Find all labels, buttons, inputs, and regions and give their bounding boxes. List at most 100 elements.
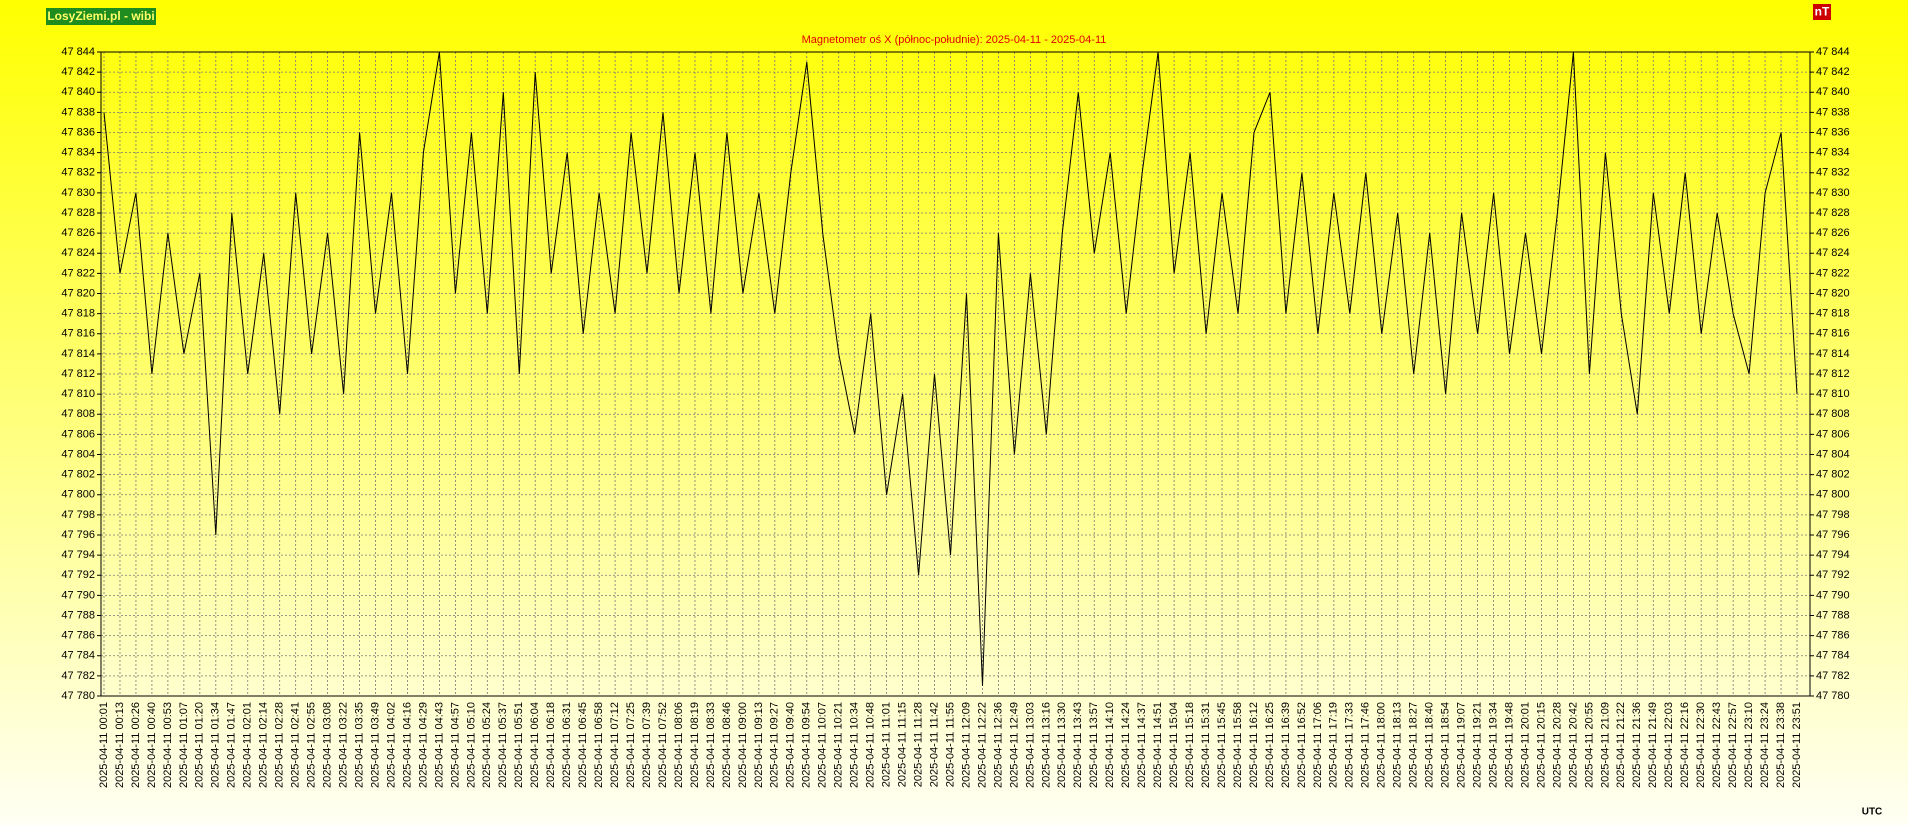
x-tick-label: 2025-04-11 19:07 xyxy=(1456,702,1468,788)
x-tick-label: 2025-04-11 08:06 xyxy=(673,702,685,788)
x-tick-label: 2025-04-11 10:34 xyxy=(849,702,861,788)
x-tick-label: 2025-04-11 17:46 xyxy=(1360,702,1372,788)
x-tick-label: 2025-04-11 11:42 xyxy=(928,702,940,787)
y2-tick-label: 47 840 xyxy=(1816,86,1850,98)
x-tick-label: 2025-04-11 14:37 xyxy=(1136,702,1148,788)
y-tick-label: 47 822 xyxy=(61,267,95,279)
x-tick-label: 2025-04-11 08:19 xyxy=(689,702,701,788)
x-tick-label: 2025-04-11 03:22 xyxy=(337,702,349,788)
y-tick-label: 47 804 xyxy=(61,448,95,460)
x-tick-label: 2025-04-11 10:07 xyxy=(817,702,829,788)
y-tick-label: 47 802 xyxy=(61,469,95,481)
x-tick-label: 2025-04-11 22:03 xyxy=(1663,702,1675,788)
x-tick-label: 2025-04-11 06:31 xyxy=(561,702,573,788)
x-tick-label: 2025-04-11 12:49 xyxy=(1008,702,1020,788)
x-tick-label: 2025-04-11 01:20 xyxy=(194,702,206,788)
y-tick-label: 47 834 xyxy=(61,147,95,159)
x-tick-label: 2025-04-11 10:48 xyxy=(865,702,877,788)
x-tick-label: 2025-04-11 15:18 xyxy=(1184,702,1196,788)
x-tick-label: 2025-04-11 20:28 xyxy=(1551,702,1563,788)
y-tick-label: 47 784 xyxy=(61,650,95,662)
x-tick-label: 2025-04-11 11:01 xyxy=(881,702,893,787)
y-tick-label: 47 782 xyxy=(61,670,95,682)
x-tick-label: 2025-04-11 13:57 xyxy=(1088,702,1100,788)
y2-tick-label: 47 784 xyxy=(1816,650,1850,662)
x-tick-label: 2025-04-11 03:49 xyxy=(369,702,381,788)
y2-tick-label: 47 812 xyxy=(1816,368,1850,380)
x-tick-label: 2025-04-11 05:10 xyxy=(465,702,477,788)
y-tick-label: 47 788 xyxy=(61,609,95,621)
x-tick-label: 2025-04-11 05:24 xyxy=(481,702,493,788)
y2-tick-label: 47 832 xyxy=(1816,167,1850,179)
x-tick-label: 2025-04-11 14:51 xyxy=(1152,702,1164,788)
x-tick-label: 2025-04-11 21:36 xyxy=(1631,702,1643,788)
chart-title: Magnetometr oś X (północ-południe): 2025… xyxy=(802,34,1107,46)
x-tick-label: 2025-04-11 04:29 xyxy=(417,702,429,788)
y-tick-label: 47 786 xyxy=(61,630,95,642)
y-tick-label: 47 792 xyxy=(61,569,95,581)
x-tick-label: 2025-04-11 06:18 xyxy=(545,702,557,788)
y2-tick-label: 47 802 xyxy=(1816,469,1850,481)
x-tick-label: 2025-04-11 00:40 xyxy=(146,702,158,788)
y2-tick-label: 47 820 xyxy=(1816,287,1850,299)
x-tick-label: 2025-04-11 18:27 xyxy=(1408,702,1420,788)
x-tick-label: 2025-04-11 02:55 xyxy=(306,702,318,788)
y-tick-label: 47 840 xyxy=(61,86,95,98)
y-tick-label: 47 824 xyxy=(61,247,95,259)
y2-tick-label: 47 826 xyxy=(1816,227,1850,239)
x-tick-label: 2025-04-11 22:30 xyxy=(1695,702,1707,788)
y2-tick-label: 47 786 xyxy=(1816,630,1850,642)
y2-tick-label: 47 790 xyxy=(1816,589,1850,601)
x-tick-label: 2025-04-11 20:42 xyxy=(1567,702,1579,788)
x-tick-label: 2025-04-11 17:19 xyxy=(1328,702,1340,788)
y-tick-label: 47 780 xyxy=(61,690,95,702)
brand: LosyZiemi.pl - wibi xyxy=(47,9,154,23)
x-tick-label: 2025-04-11 18:54 xyxy=(1440,702,1452,788)
x-tick-label: 2025-04-11 18:00 xyxy=(1376,702,1388,788)
x-tick-label: 2025-04-11 00:01 xyxy=(98,702,110,788)
x-tick-label: 2025-04-11 16:52 xyxy=(1296,702,1308,788)
y-tick-label: 47 794 xyxy=(61,549,95,561)
x-tick-label: 2025-04-11 07:12 xyxy=(609,702,621,788)
x-tick-label: 2025-04-11 11:15 xyxy=(897,702,909,787)
y2-tick-label: 47 844 xyxy=(1816,46,1850,58)
x-tick-label: 2025-04-11 13:30 xyxy=(1056,702,1068,788)
x-tick-label: 2025-04-11 14:24 xyxy=(1120,702,1132,788)
y2-tick-label: 47 800 xyxy=(1816,489,1850,501)
plot-border xyxy=(100,51,1811,697)
x-tick-label: 2025-04-11 16:39 xyxy=(1280,702,1292,788)
y-tick-label: 47 814 xyxy=(61,348,95,360)
x-tick-label: 2025-04-11 02:01 xyxy=(242,702,254,788)
unit-badge xyxy=(1813,4,1831,20)
x-tick-label: 2025-04-11 21:22 xyxy=(1615,702,1627,788)
x-tick-label: 2025-04-11 03:35 xyxy=(353,702,365,788)
y-tick-label: 47 806 xyxy=(61,428,95,440)
x-tick-label: 2025-04-11 22:16 xyxy=(1679,702,1691,788)
x-tick-label: 2025-04-11 13:43 xyxy=(1072,702,1084,788)
x-tick-label: 2025-04-11 06:04 xyxy=(529,702,541,788)
x-tick-label: 2025-04-11 09:00 xyxy=(737,702,749,788)
x-tick-label: 2025-04-11 18:13 xyxy=(1392,702,1404,788)
x-tick-label: 2025-04-11 15:04 xyxy=(1168,702,1180,788)
y2-tick-label: 47 830 xyxy=(1816,187,1850,199)
y2-tick-label: 47 798 xyxy=(1816,509,1850,521)
x-tick-label: 2025-04-11 08:46 xyxy=(721,702,733,788)
y2-tick-label: 47 828 xyxy=(1816,207,1850,219)
x-tick-label: 2025-04-11 22:43 xyxy=(1711,702,1723,788)
x-tick-label: 2025-04-11 01:07 xyxy=(178,702,190,788)
y2-tick-label: 47 808 xyxy=(1816,408,1850,420)
x-tick-label: 2025-04-11 17:06 xyxy=(1312,702,1324,788)
y2-tick-label: 47 842 xyxy=(1816,66,1850,78)
x-tick-label: 2025-04-11 04:02 xyxy=(385,702,397,788)
x-tick-label: 2025-04-11 18:40 xyxy=(1424,702,1436,788)
x-tick-label: 2025-04-11 10:21 xyxy=(833,702,845,788)
y2-tick-label: 47 804 xyxy=(1816,448,1850,460)
x-tick-label: 2025-04-11 02:14 xyxy=(258,702,270,788)
x-tick-label: 2025-04-11 00:26 xyxy=(130,702,142,788)
x-tick-label: 2025-04-11 12:36 xyxy=(992,702,1004,788)
y-tick-label: 47 798 xyxy=(61,509,95,521)
x-tick-label: 2025-04-11 19:48 xyxy=(1503,702,1515,788)
x-tick-label: 2025-04-11 07:52 xyxy=(657,702,669,788)
y2-tick-label: 47 792 xyxy=(1816,569,1850,581)
